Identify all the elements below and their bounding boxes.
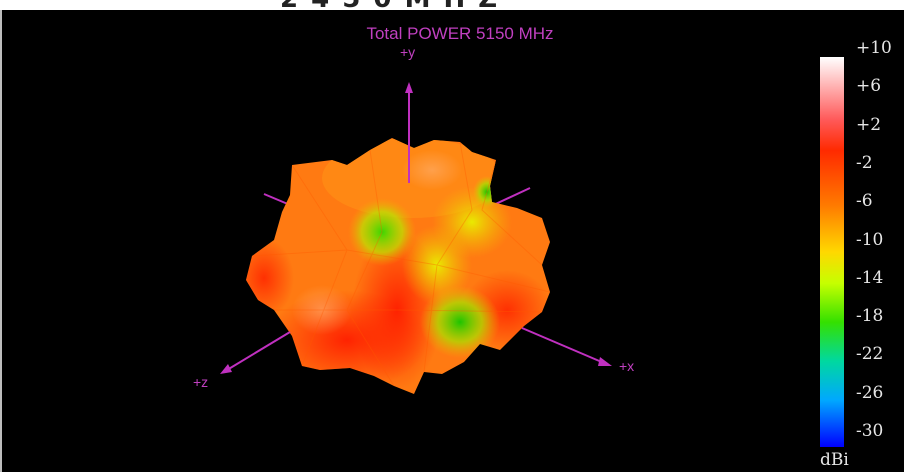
colorbar bbox=[820, 57, 844, 447]
z-axis-arrow bbox=[220, 364, 232, 374]
x-axis-line bbox=[521, 327, 605, 364]
colorbar-tick-label: +6 bbox=[856, 76, 882, 97]
radiation-pattern-panel: Total POWER 5150 MHz bbox=[0, 10, 904, 472]
colorbar-tick-label: -2 bbox=[856, 152, 873, 173]
colorbar-tick-label: +10 bbox=[856, 38, 892, 58]
header-cut-text: 2 4 5 0 M H Z bbox=[280, 0, 499, 10]
y-axis-arrow bbox=[405, 82, 413, 93]
colorbar-tick-label: -18 bbox=[856, 306, 884, 327]
colorbar-tick-label: +2 bbox=[856, 114, 882, 135]
header-strip: 2 4 5 0 M H Z bbox=[0, 0, 904, 10]
colorbar-unit: dBi bbox=[820, 450, 849, 470]
colorbar-tick-label: -10 bbox=[856, 229, 884, 250]
colorbar-tick-label: -14 bbox=[856, 267, 884, 288]
x-axis-arrow bbox=[598, 357, 612, 366]
z-axis-line bbox=[226, 331, 291, 371]
colorbar-tick-label: -22 bbox=[856, 344, 884, 365]
y-axis-label: +y bbox=[400, 44, 416, 60]
radiation-pattern-3d bbox=[220, 82, 612, 394]
colorbar-tick-label: -6 bbox=[856, 191, 873, 212]
x-axis-label: +x bbox=[619, 358, 635, 374]
radiation-surface bbox=[246, 138, 550, 394]
z-axis-label: +z bbox=[193, 374, 209, 390]
colorbar-tick-label: -30 bbox=[856, 421, 884, 441]
plot-title: Total POWER 5150 MHz bbox=[366, 24, 554, 43]
colorbar-tick-label: -26 bbox=[856, 382, 884, 403]
